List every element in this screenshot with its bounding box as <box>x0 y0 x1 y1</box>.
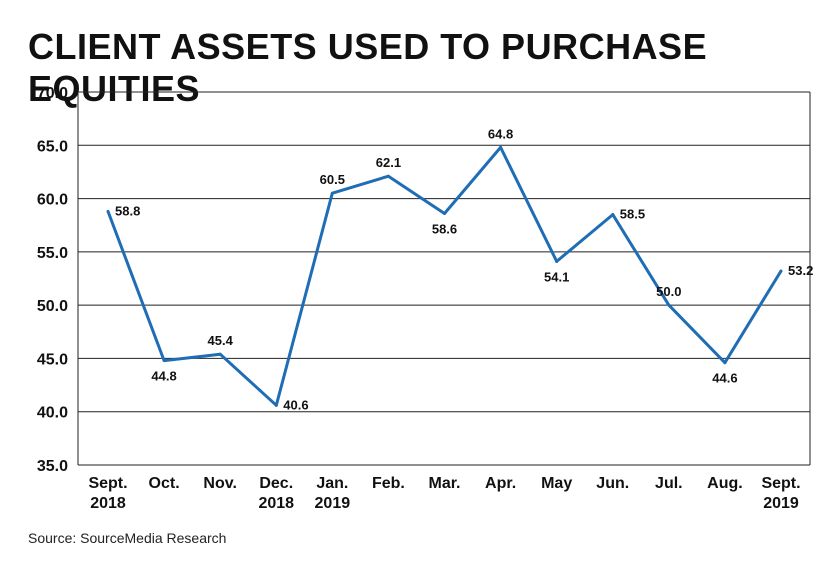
data-label: 44.8 <box>151 369 176 384</box>
series-line <box>106 145 783 407</box>
source-note: Source: SourceMedia Research <box>28 530 227 546</box>
x-tick-label: Jan. 2019 <box>315 475 351 512</box>
y-tick-label: 70.0 <box>37 85 68 102</box>
y-tick-label: 50.0 <box>37 298 68 315</box>
data-point <box>779 269 783 273</box>
x-tick-label: May <box>541 475 572 492</box>
line-chart: 35.0 40.0 45.0 50.0 55.0 60.0 65.0 70.0 Sept. 20… <box>37 85 813 512</box>
data-point <box>611 213 615 217</box>
x-tick-label: Jul. <box>655 475 683 492</box>
y-tick-label: 65.0 <box>37 138 68 155</box>
data-point <box>330 191 334 195</box>
x-tick-label: Sept. 2018 <box>88 475 127 512</box>
y-tick-label: 55.0 <box>37 245 68 262</box>
y-tick-label: 35.0 <box>37 458 68 475</box>
x-tick-label: Sept. 2019 <box>761 475 800 512</box>
data-label: 58.8 <box>115 203 140 218</box>
x-tick-label: Feb. <box>372 475 405 492</box>
x-tick-label: Nov. <box>203 475 236 492</box>
data-label: 60.5 <box>320 172 345 187</box>
data-point <box>667 303 671 307</box>
data-point <box>443 211 446 215</box>
data-point <box>106 209 110 213</box>
data-label: 40.6 <box>283 397 308 412</box>
y-tick-label: 40.0 <box>37 405 68 422</box>
data-label: 45.4 <box>208 333 234 348</box>
data-point <box>555 259 559 263</box>
y-tick-label: 45.0 <box>37 351 68 368</box>
x-tick-label: Mar. <box>428 475 460 492</box>
data-label: 54.1 <box>544 269 569 284</box>
x-tick-label: Dec. 2018 <box>258 475 294 512</box>
data-label: 44.6 <box>712 371 737 386</box>
data-label: 62.1 <box>376 155 401 170</box>
data-point <box>274 403 278 407</box>
data-point <box>386 174 390 178</box>
data-label: 50.0 <box>656 284 681 299</box>
data-label: 58.5 <box>620 207 645 222</box>
chart-title: CLIENT ASSETS USED TO PURCHASE EQUITIES <box>28 26 708 109</box>
x-tick-label: Aug. <box>707 475 743 492</box>
data-point <box>499 145 503 149</box>
x-tick-label: Apr. <box>485 475 516 492</box>
data-point <box>162 359 166 363</box>
data-label: 64.8 <box>488 126 513 141</box>
data-label: 53.2 <box>788 263 813 278</box>
x-tick-label: Oct. <box>149 475 180 492</box>
y-tick-label: 60.0 <box>37 192 68 209</box>
data-point <box>723 361 727 365</box>
data-label: 58.6 <box>432 221 457 236</box>
x-tick-label: Jun. <box>596 475 629 492</box>
data-point <box>218 352 222 356</box>
